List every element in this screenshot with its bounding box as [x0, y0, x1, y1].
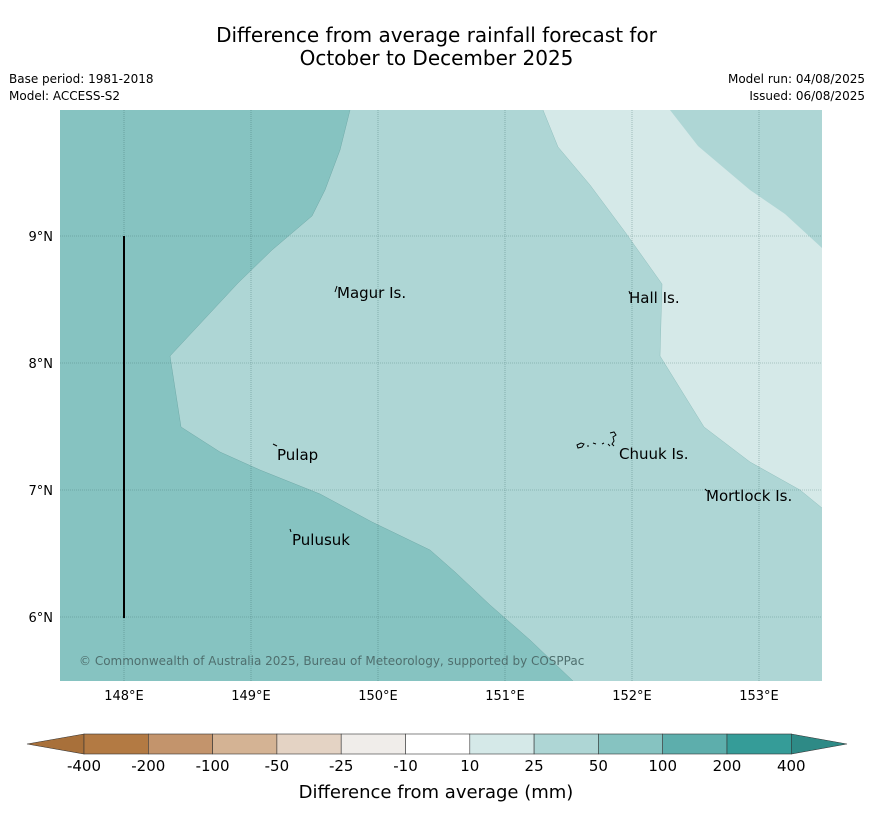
lat-tick: 8°N: [29, 357, 54, 372]
colorbar-box: [726, 733, 792, 755]
colorbar-extend-low: [26, 733, 85, 755]
lon-tick: 148°E: [104, 689, 144, 704]
colorbar-box: [533, 733, 599, 755]
lat-tick: 9°N: [29, 230, 54, 245]
colorbar-tick-label: 200: [713, 757, 742, 775]
colorbar-tick-label: -400: [67, 757, 101, 775]
copyright-text: © Commonwealth of Australia 2025, Bureau…: [79, 654, 584, 668]
colorbar-box: [662, 733, 728, 755]
lat-tick: 6°N: [29, 611, 54, 626]
band-10-25: [543, 110, 822, 508]
place-label: Pulap: [277, 446, 318, 464]
place-labels: Magur Is. Hall Is. Pulap Chuuk Is. Mortl…: [277, 284, 792, 549]
colorbar-box: [212, 733, 278, 755]
issued-text: Issued: 06/08/2025: [749, 89, 865, 103]
colorbar-box: [469, 733, 535, 755]
lon-tick: 149°E: [231, 689, 271, 704]
colorbar-tick-label: 50: [589, 757, 608, 775]
colorbar-tick-label: 100: [648, 757, 677, 775]
map-area: Magur Is. Hall Is. Pulap Chuuk Is. Mortl…: [60, 110, 822, 681]
colorbar-tick-label: -100: [196, 757, 230, 775]
colorbar-tick-label: -200: [131, 757, 165, 775]
place-label: Hall Is.: [629, 289, 680, 307]
contour-line: [542, 110, 822, 509]
colorbar-box: [276, 733, 342, 755]
colorbar-label: Difference from average (mm): [299, 782, 574, 803]
meta-left: Base period: 1981-2018 Model: ACCESS-S2: [9, 71, 154, 105]
colorbar: [26, 733, 848, 755]
lon-axis-labels: 148°E 149°E 150°E 151°E 152°E 153°E: [104, 689, 779, 704]
lon-tick: 150°E: [358, 689, 398, 704]
colorbar-box: [83, 733, 149, 755]
colorbar-tick-label: 25: [525, 757, 544, 775]
place-label: Mortlock Is.: [706, 487, 792, 505]
model-run-text: Model run: 04/08/2025: [727, 72, 865, 86]
base-period-text: Base period: 1981-2018: [9, 72, 154, 86]
colorbar-tick-label: -10: [393, 757, 418, 775]
graticule: [60, 110, 822, 681]
place-label: Pulusuk: [292, 531, 350, 549]
lon-tick: 153°E: [739, 689, 779, 704]
colorbar-box: [148, 733, 213, 755]
model-text: Model: ACCESS-S2: [9, 89, 121, 103]
colorbar-tick-label: 10: [460, 757, 479, 775]
meta-right: Model run: 04/08/2025 Issued: 06/08/2025: [728, 71, 865, 105]
colorbar-tick-label: -50: [265, 757, 290, 775]
island-shapes: [272, 285, 708, 533]
map-title-line2: October to December 2025: [299, 46, 574, 70]
colorbar-box: [405, 733, 471, 755]
colorbar-box: [598, 733, 664, 755]
contour-line: [169, 110, 574, 681]
place-label: Magur Is.: [337, 284, 406, 302]
colorbar-ticks: -400 -200 -100 -50 -25 -10 10 25 50 100 200 400: [67, 757, 806, 775]
lon-tick: 152°E: [612, 689, 652, 704]
colorbar-tick-label: 400: [777, 757, 806, 775]
lat-axis-labels: 9°N 8°N 7°N 6°N: [29, 230, 54, 626]
map-title-line1: Difference from average rainfall forecas…: [216, 23, 657, 47]
colorbar-extend-high: [790, 733, 848, 755]
lon-tick: 151°E: [485, 689, 525, 704]
lat-tick: 7°N: [29, 484, 54, 499]
place-label: Chuuk Is.: [619, 445, 688, 463]
colorbar-tick-label: -25: [329, 757, 354, 775]
colorbar-box: [340, 733, 406, 755]
